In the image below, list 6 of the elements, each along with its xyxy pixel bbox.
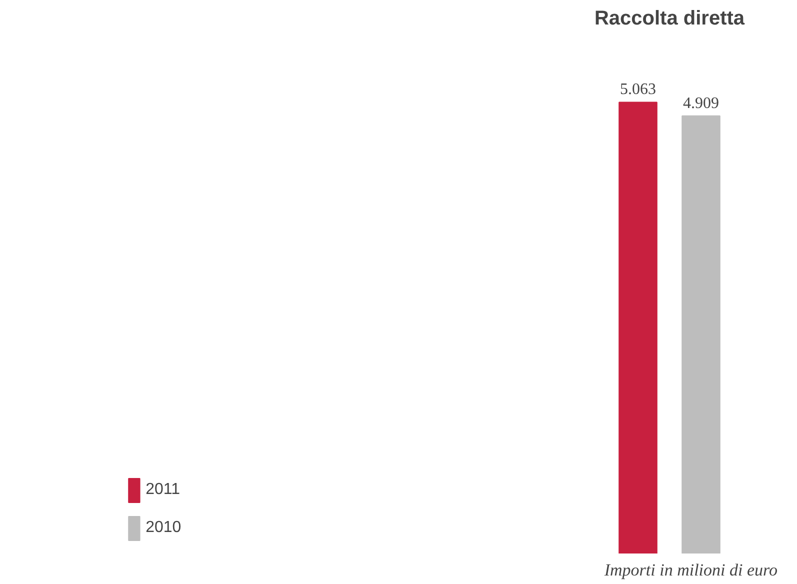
data-label: 5.063 [620, 81, 656, 98]
text: Importi in milioni di euro [603, 560, 778, 580]
data-label: 4.909 [683, 94, 719, 112]
legend-label: 2010 [146, 519, 182, 537]
chart-title: Raccolta diretta [594, 8, 746, 30]
legend-label: 2011 [146, 481, 180, 499]
